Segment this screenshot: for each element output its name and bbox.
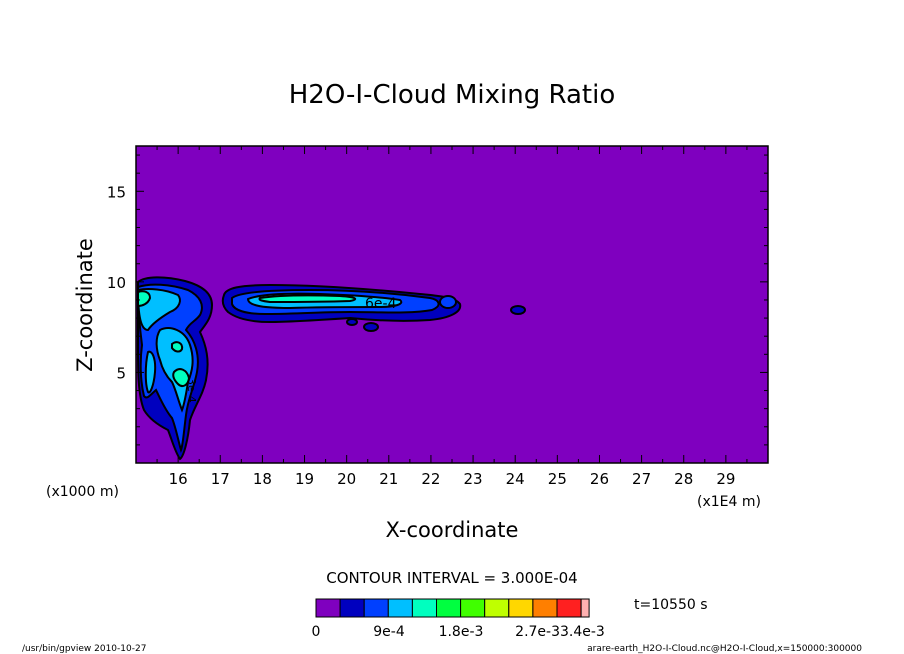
colorbar-swatch (460, 598, 486, 618)
x-tick-label: 20 (337, 470, 356, 488)
contour-interval-label: CONTOUR INTERVAL = 3.000E-04 (326, 569, 577, 587)
colorbar (315, 598, 590, 618)
axis-ticks (135, 146, 769, 463)
x-tick-label: 29 (716, 470, 735, 488)
colorbar-swatch (339, 598, 365, 618)
colorbar-swatch (508, 598, 534, 618)
colorbar-swatch (436, 598, 462, 618)
x-tick-label: 23 (464, 470, 483, 488)
x-tick-label: 24 (506, 470, 525, 488)
colorbar-swatch (387, 598, 413, 618)
x-tick-label: 22 (421, 470, 440, 488)
x-tick-label: 18 (253, 470, 272, 488)
x-tick-label: 19 (295, 470, 314, 488)
contour-label-3e-4: 3e-4 (185, 378, 198, 403)
x-axis-label: X-coordinate (386, 518, 519, 542)
y-tick-label: 15 (107, 183, 126, 201)
y-tick-label: 10 (107, 274, 126, 292)
x-unit-left: (x1000 m) (46, 484, 119, 500)
colorbar-label-2.7e-3-3.4e-3: 2.7e-33.4e-3 (515, 624, 605, 640)
x-tick-label: 28 (674, 470, 693, 488)
x-tick-label: 26 (590, 470, 609, 488)
footer-right: arare-earth_H2O-I-Cloud.nc@H2O-I-Cloud,x… (587, 644, 862, 654)
colorbar-swatch (363, 598, 389, 618)
colorbar-label-9e-4: 9e-4 (373, 624, 405, 640)
colorbar-label-0: 0 (312, 624, 321, 640)
colorbar-swatch (411, 598, 437, 618)
y-axis-label: Z-coordinate (73, 238, 97, 372)
y-tick-labels: 5 10 15 (107, 183, 126, 382)
contour-level-4 (137, 290, 357, 387)
colorbar-swatch (315, 598, 341, 618)
x-unit-right: (x1E4 m) (697, 494, 761, 510)
colorbar-label-1.8e-3: 1.8e-3 (439, 624, 484, 640)
footer-left: /usr/bin/gpview 2010-10-27 (22, 644, 146, 654)
colorbar-swatch (556, 598, 582, 618)
colorbar-swatch (484, 598, 510, 618)
colorbar-swatch (580, 598, 590, 618)
chart-title: H2O-I-Cloud Mixing Ratio (289, 80, 616, 110)
x-tick-label: 17 (211, 470, 230, 488)
colorbar-swatch (532, 598, 558, 618)
x-tick-label: 16 (169, 470, 188, 488)
x-tick-label: 21 (379, 470, 398, 488)
x-tick-label: 25 (548, 470, 567, 488)
y-tick-label: 5 (116, 364, 126, 382)
contour-label-6e-4: 6e-4 (365, 296, 397, 312)
time-label: t=10550 s (634, 597, 708, 613)
x-tick-label: 27 (632, 470, 651, 488)
x-tick-labels: 16 17 18 19 20 21 22 23 24 25 26 27 28 29 (169, 470, 736, 488)
